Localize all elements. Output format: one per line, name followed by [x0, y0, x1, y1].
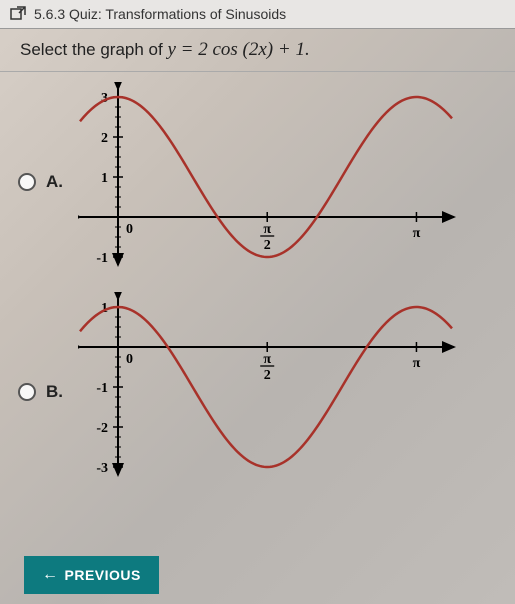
- graph-b: -3-2-110π2π: [78, 292, 505, 492]
- svg-text:0: 0: [126, 222, 133, 237]
- prompt-formula: y = 2 cos (2x) + 1.: [167, 39, 309, 60]
- back-arrow-icon: ←: [42, 566, 59, 584]
- new-window-icon: [10, 6, 26, 22]
- svg-text:π: π: [413, 226, 421, 241]
- svg-text:2: 2: [101, 131, 108, 146]
- previous-button[interactable]: ← PREVIOUS: [24, 556, 159, 594]
- svg-text:-1: -1: [96, 381, 108, 396]
- svg-text:π: π: [413, 356, 421, 371]
- svg-text:-1: -1: [96, 251, 108, 266]
- option-b-row[interactable]: B. -3-2-110π2π: [0, 282, 515, 492]
- prompt-prefix: Select the graph of: [20, 40, 167, 59]
- quiz-header: 5.6.3 Quiz: Transformations of Sinusoids: [0, 0, 515, 29]
- quiz-number: 5.6.3 Quiz:: [34, 6, 102, 22]
- graph-a: -11230π2π: [78, 82, 505, 282]
- previous-button-label: PREVIOUS: [65, 567, 141, 583]
- option-b-label: B.: [46, 382, 68, 402]
- svg-text:1: 1: [101, 171, 108, 186]
- svg-text:-3: -3: [96, 461, 108, 476]
- option-a-label: A.: [46, 172, 68, 192]
- radio-b[interactable]: [18, 383, 36, 401]
- svg-text:-2: -2: [96, 421, 108, 436]
- quiz-breadcrumb: 5.6.3 Quiz: Transformations of Sinusoids: [34, 6, 286, 22]
- radio-a[interactable]: [18, 173, 36, 191]
- question-prompt: Select the graph of y = 2 cos (2x) + 1.: [0, 29, 515, 65]
- option-a-row[interactable]: A. -11230π2π: [0, 72, 515, 282]
- svg-text:2: 2: [264, 368, 271, 383]
- svg-text:π: π: [263, 222, 271, 237]
- quiz-name: Transformations of Sinusoids: [105, 6, 286, 22]
- svg-text:π: π: [263, 352, 271, 367]
- svg-text:2: 2: [264, 238, 271, 253]
- svg-text:0: 0: [126, 352, 133, 367]
